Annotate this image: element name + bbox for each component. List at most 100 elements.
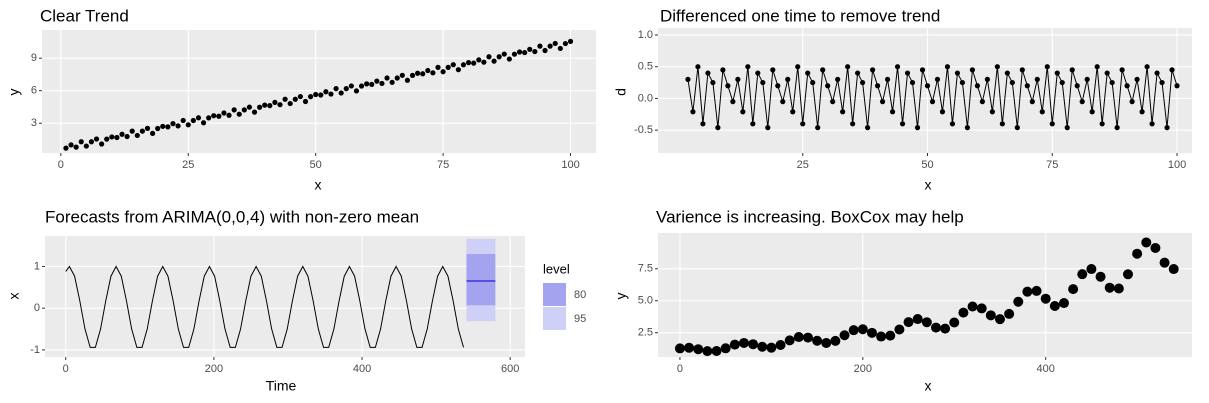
point xyxy=(557,45,563,52)
point xyxy=(894,324,905,335)
plot-background xyxy=(658,233,1192,357)
point xyxy=(857,324,868,335)
point xyxy=(231,107,237,113)
x-tick-label: 100 xyxy=(561,159,579,171)
point xyxy=(845,64,851,70)
plot-background xyxy=(42,30,596,153)
point xyxy=(1049,300,1060,311)
y-axis-label: y xyxy=(613,293,629,300)
point xyxy=(745,64,751,70)
point xyxy=(1024,83,1030,89)
point xyxy=(83,143,89,149)
point xyxy=(1054,70,1060,76)
point xyxy=(850,121,856,127)
point xyxy=(884,76,891,82)
point xyxy=(784,335,795,346)
point xyxy=(1095,271,1106,282)
point xyxy=(903,317,914,328)
point xyxy=(1014,125,1020,131)
point xyxy=(695,64,701,70)
point xyxy=(894,64,901,70)
point xyxy=(930,322,941,333)
point xyxy=(765,125,771,131)
point xyxy=(460,62,467,68)
point xyxy=(974,83,981,89)
point xyxy=(1119,67,1125,73)
x-tick-label: 200 xyxy=(205,363,223,375)
point xyxy=(1094,64,1100,70)
point xyxy=(430,70,436,76)
x-tick-label: 25 xyxy=(182,159,194,171)
point xyxy=(1099,121,1105,127)
point xyxy=(277,102,283,108)
point xyxy=(805,70,811,76)
y-tick-label: 0 xyxy=(34,302,40,314)
point xyxy=(68,142,74,148)
point xyxy=(532,48,538,55)
point xyxy=(379,80,385,87)
point xyxy=(790,109,796,115)
point xyxy=(481,59,487,65)
point xyxy=(88,139,95,145)
point xyxy=(984,76,990,82)
point xyxy=(323,89,329,95)
point xyxy=(999,121,1005,127)
y-axis-label: y xyxy=(6,89,22,96)
x-tick-label: 75 xyxy=(437,159,449,171)
point xyxy=(415,70,421,76)
point xyxy=(527,46,533,52)
point xyxy=(211,113,217,119)
point xyxy=(1113,283,1124,294)
y-axis-label: d xyxy=(613,88,629,96)
point xyxy=(705,70,711,76)
point xyxy=(770,67,776,73)
point xyxy=(435,64,441,70)
point xyxy=(874,83,881,89)
point xyxy=(700,121,706,127)
point xyxy=(476,57,482,63)
chart-title: Clear Trend xyxy=(40,6,129,25)
point xyxy=(542,47,548,54)
x-tick-label: 600 xyxy=(501,363,519,375)
point xyxy=(409,72,416,79)
point xyxy=(690,109,696,115)
point xyxy=(522,49,528,56)
point xyxy=(1044,64,1050,70)
point xyxy=(1004,308,1015,319)
point xyxy=(711,345,722,356)
point xyxy=(1084,76,1090,82)
point xyxy=(297,93,303,100)
point xyxy=(780,99,786,105)
point xyxy=(1132,248,1143,259)
point xyxy=(1154,70,1160,76)
point xyxy=(1074,83,1080,89)
point xyxy=(879,99,886,105)
point xyxy=(1159,79,1165,86)
point xyxy=(399,72,405,78)
point xyxy=(420,71,426,77)
point xyxy=(1150,242,1161,253)
point xyxy=(729,339,740,350)
point xyxy=(384,75,390,81)
point xyxy=(149,130,156,136)
point xyxy=(104,136,110,142)
point xyxy=(471,60,477,66)
point xyxy=(313,91,319,98)
x-tick-label: 25 xyxy=(797,159,809,171)
point xyxy=(748,339,759,350)
point xyxy=(246,104,253,110)
point xyxy=(272,99,278,105)
point xyxy=(292,96,298,102)
point xyxy=(865,125,871,131)
point xyxy=(562,40,569,47)
legend-key xyxy=(543,307,566,330)
point xyxy=(740,109,746,115)
point xyxy=(236,111,242,117)
point xyxy=(929,99,936,105)
point xyxy=(195,115,202,121)
point xyxy=(989,109,995,115)
point xyxy=(552,40,558,47)
point xyxy=(869,67,876,73)
point xyxy=(835,76,841,82)
point xyxy=(537,43,543,49)
